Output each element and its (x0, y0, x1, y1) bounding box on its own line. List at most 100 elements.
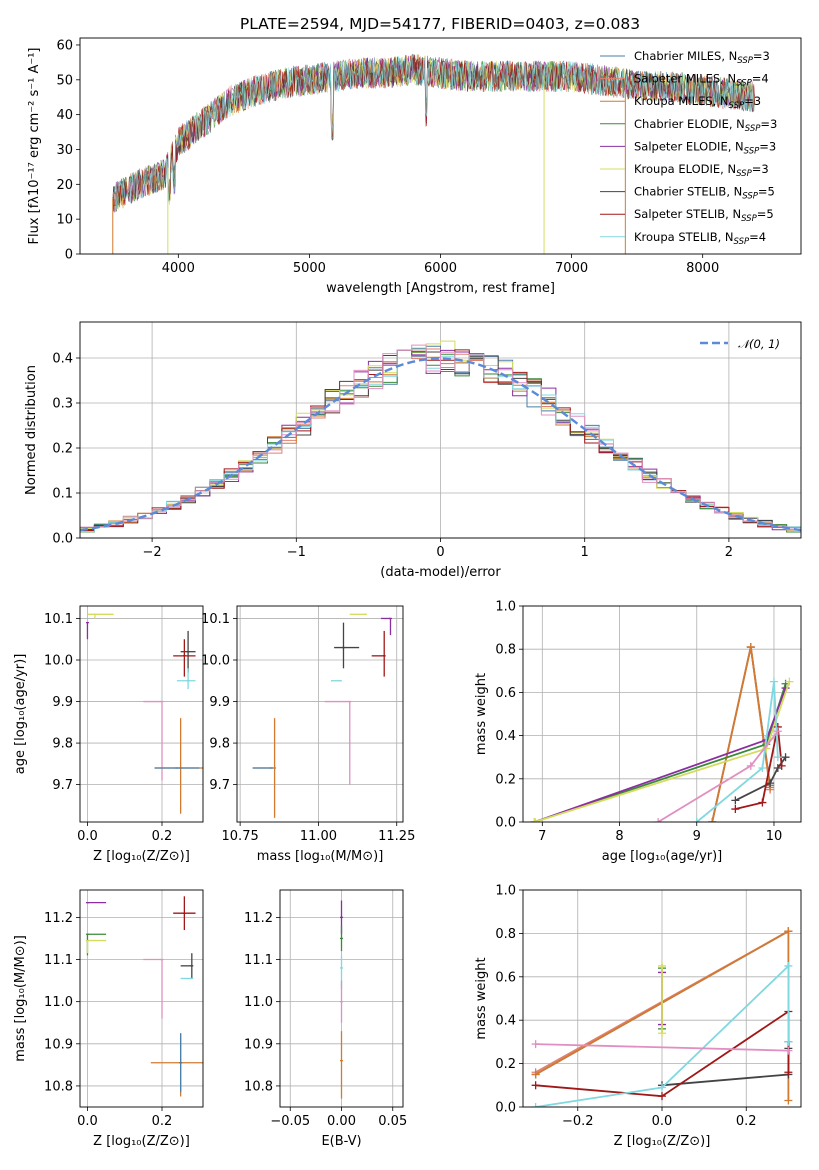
legend-tail: =3 (753, 49, 770, 63)
legend-subscript: SSP (729, 101, 745, 111)
y-tick-label: 0.0 (495, 816, 516, 831)
y-tick-label: 11.0 (44, 995, 73, 1010)
y-axis-label: mass weight (474, 673, 489, 755)
weight-vs-metallicity-panel: −0.2 0.0 0.2 0.0 0.2 0.4 0.6 0.8 1.0 Z [log₁₀(Z/Z… (474, 884, 802, 1149)
weight-marker (658, 1029, 666, 1038)
legend-subscript: SSP (736, 79, 752, 89)
legend-entry: Salpeter MILES, NSSP=4 (634, 72, 769, 89)
legend-label: Kroupa STELIB, N (634, 230, 734, 244)
error-bars (85, 896, 203, 1097)
spectrum-lines (112, 53, 755, 254)
weight-marker (784, 1096, 793, 1105)
x-axis-label: age [log₁₀(age/yr)] (602, 849, 723, 864)
legend-subscript: SSP (737, 56, 753, 66)
x-tick-label: 0.2 (152, 829, 173, 844)
y-tick-label: 0.4 (495, 729, 516, 744)
legend-tail: =5 (757, 207, 774, 221)
weight-marker (784, 1037, 793, 1046)
y-tick-label: 9.9 (52, 695, 73, 710)
weight-marker (784, 1046, 793, 1055)
y-tick-label: 30 (56, 143, 73, 158)
weight-marker (766, 779, 775, 788)
weight-vs-age-panel: 7 8 9 10 0.0 0.2 0.4 0.6 0.8 1.0 age [log₁₀(age/yr… (474, 600, 802, 864)
y-tick-label: 0.1 (52, 487, 73, 502)
x-tick-label: 0.0 (77, 1114, 98, 1129)
weight-marker (531, 1103, 540, 1107)
mass-vs-metallicity-panel: 0.0 0.2 10.8 10.9 11.0 11.1 11.2 Z [log₁₀(Z/Z⊙)… (13, 889, 204, 1149)
weight-marker (758, 764, 767, 772)
weight-marker (784, 1068, 793, 1077)
weight-series-line (735, 726, 783, 810)
normal-reference-curve (80, 357, 801, 532)
legend-entry: Salpeter STELIB, NSSP=5 (634, 207, 774, 224)
x-tick-label: −0.2 (562, 1114, 594, 1129)
weight-marker (531, 1070, 540, 1079)
error-bars (85, 613, 203, 814)
y-axis-label: age [log₁₀(age/yr)] (13, 654, 28, 775)
x-tick-label: 0.0 (77, 829, 98, 844)
legend-tail: =3 (752, 162, 769, 176)
x-tick-label: 8000 (686, 261, 719, 276)
y-tick-label: 0.6 (495, 970, 516, 985)
weight-marker (784, 961, 793, 970)
x-tick-label: 0 (436, 545, 444, 560)
x-tick-label: 0.2 (152, 1114, 173, 1129)
x-tick-label: 8 (615, 829, 623, 844)
legend-entry: Kroupa MILES, NSSP=3 (634, 94, 761, 111)
weight-marker (773, 727, 782, 736)
legend-entry: 𝒩(0, 1) (738, 337, 780, 351)
plot-frame (279, 889, 404, 1108)
y-tick-label: 9.7 (52, 778, 73, 793)
weight-marker (658, 1092, 666, 1101)
x-tick-label: 5000 (293, 261, 326, 276)
weight-series-line (535, 1043, 789, 1052)
y-tick-label: 0.0 (52, 532, 73, 547)
y-tick-label: 11.1 (244, 953, 273, 968)
legend-entry: Chabrier ELODIE, NSSP=3 (634, 117, 777, 134)
spectrum-panel: 4000 5000 6000 7000 8000 0 10 20 30 40 50 60 wavelen… (27, 37, 802, 296)
x-tick-label: 0.00 (327, 1114, 356, 1129)
histogram-series (80, 344, 801, 538)
y-tick-label: 60 (56, 38, 73, 53)
y-tick-label: 10.1 (44, 612, 73, 627)
legend-tail: =4 (749, 230, 766, 244)
y-axis-label: mass weight (474, 957, 489, 1039)
weight-marker (654, 818, 663, 822)
plot-frame (79, 321, 802, 539)
x-tick-label: −2 (143, 545, 162, 560)
x-tick-label: 0.0 (652, 1114, 673, 1129)
weight-lines (530, 643, 794, 822)
y-tick-label: 10 (56, 213, 73, 228)
weight-marker (731, 805, 740, 814)
legend-label: Salpeter ELODIE, N (634, 139, 744, 153)
x-tick-label: 10.75 (222, 829, 259, 844)
legend-subscript: SSP (744, 146, 760, 156)
y-axis-label: mass [log₁₀(M/M⊙)] (13, 935, 28, 1062)
x-tick-label: 9 (693, 829, 701, 844)
legend-entry: Chabrier STELIB, NSSP=5 (634, 185, 775, 202)
plot-frame (522, 605, 802, 823)
legend-tail: =3 (760, 117, 777, 131)
x-tick-label: 0.05 (378, 1114, 407, 1129)
y-tick-label: 11.2 (44, 911, 73, 926)
y-tick-label: 11.0 (244, 995, 273, 1010)
weight-marker (784, 927, 793, 936)
legend-subscript: SSP (745, 124, 761, 134)
legend-entry: Chabrier MILES, NSSP=3 (634, 49, 770, 66)
x-tick-label: −0.05 (270, 1114, 310, 1129)
y-axis-label: Flux [fλ10⁻¹⁷ erg cm⁻² s⁻¹ A⁻¹] (27, 48, 42, 245)
x-tick-label: 10 (766, 829, 783, 844)
residuals-panel: −2 −1 0 1 2 0.0 0.1 0.2 0.3 0.4 (data-model)/error… (24, 321, 802, 580)
weight-marker (692, 818, 701, 822)
figure-title: PLATE=2594, MJD=54177, FIBERID=0403, z=0… (240, 15, 640, 33)
legend-subscript: SSP (734, 237, 750, 247)
mass-vs-extinction-panel: −0.05 0.00 0.05 10.8 10.9 11.0 11.1 11.2 E(B-V) (244, 889, 407, 1149)
weight-marker (758, 798, 767, 807)
y-tick-label: 0.2 (495, 1057, 516, 1072)
x-axis-label: Z [log₁₀(Z/Z⊙)] (93, 1134, 190, 1149)
weight-marker (785, 677, 794, 686)
legend-subscript: SSP (736, 169, 752, 179)
legend-label: Kroupa MILES, N (634, 94, 729, 108)
plot-frame (236, 605, 404, 823)
